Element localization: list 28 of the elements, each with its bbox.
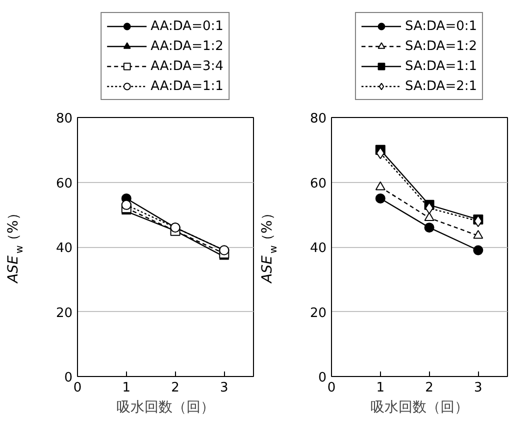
y-tick-label: 40 [56,241,73,256]
x-tick-label: 3 [220,380,228,396]
y-tick-label: 60 [310,176,327,192]
legend-label: AA:DA=0:1 [150,18,224,34]
y-tick-label: 40 [310,241,327,256]
y-axis-title: ASEw（%） [6,206,26,284]
y-tick-label: 80 [56,112,73,126]
legend-label: AA:DA=3:4 [150,58,224,74]
legend-label: SA:DA=0:1 [404,18,478,34]
legend-label: SA:DA=2:1 [404,78,478,94]
legend-label: AA:DA=1:2 [150,38,224,54]
x-axis-title: 吸水回数（回） [370,400,468,416]
y-tick-label: 60 [56,176,73,192]
x-tick-label: 1 [122,380,131,396]
x-axis-title: 吸水回数（回） [116,400,214,416]
legend-label: AA:DA=1:1 [150,78,224,94]
y-tick-label: 0 [318,370,327,386]
y-tick-label: 0 [64,370,73,386]
legend-label: SA:DA=1:1 [404,58,478,74]
x-tick-label: 2 [425,380,434,396]
x-tick-label: 3 [474,380,482,396]
legend-label: SA:DA=1:2 [404,38,478,54]
y-tick-label: 80 [310,112,327,126]
y-tick-label: 20 [310,306,327,321]
x-tick-label: 1 [376,380,385,396]
y-axis-title: ASEw（%） [260,206,280,284]
y-tick-label: 20 [56,306,73,321]
x-tick-label: 2 [171,380,180,396]
